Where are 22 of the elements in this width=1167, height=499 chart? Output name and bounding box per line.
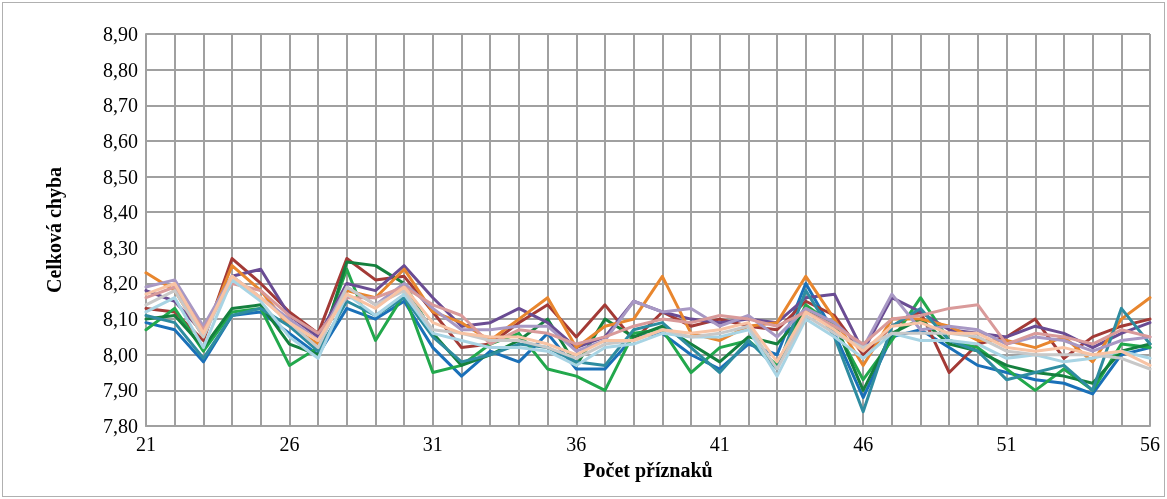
x-tick-label: 56: [1140, 433, 1160, 455]
y-tick-label: 8,30: [103, 236, 138, 259]
x-tick-label: 36: [566, 433, 587, 455]
y-tick-label: 8,00: [103, 343, 138, 366]
y-tick-label: 7,80: [103, 415, 138, 437]
x-tick-label: 41: [709, 433, 730, 455]
y-tick-label: 8,80: [103, 58, 138, 81]
y-tick-label: 8,70: [103, 94, 138, 117]
x-tick-label: 51: [996, 433, 1017, 455]
y-tick-label: 8,60: [103, 129, 138, 152]
x-tick-label: 21: [136, 433, 156, 455]
x-axis-title: Počet příznaků: [583, 459, 713, 482]
x-tick-label: 26: [279, 433, 300, 455]
y-tick-label: 8,10: [103, 308, 138, 331]
y-tick-label: 8,20: [103, 272, 138, 295]
x-tick-label: 46: [853, 433, 874, 455]
x-tick-label: 31: [422, 433, 443, 455]
y-tick-label: 8,50: [103, 165, 138, 188]
y-tick-label: 7,90: [103, 379, 138, 402]
y-tick-label: 8,90: [103, 23, 138, 45]
y-axis-title: Celková chyba: [43, 166, 66, 294]
y-tick-label: 8,40: [103, 201, 138, 224]
